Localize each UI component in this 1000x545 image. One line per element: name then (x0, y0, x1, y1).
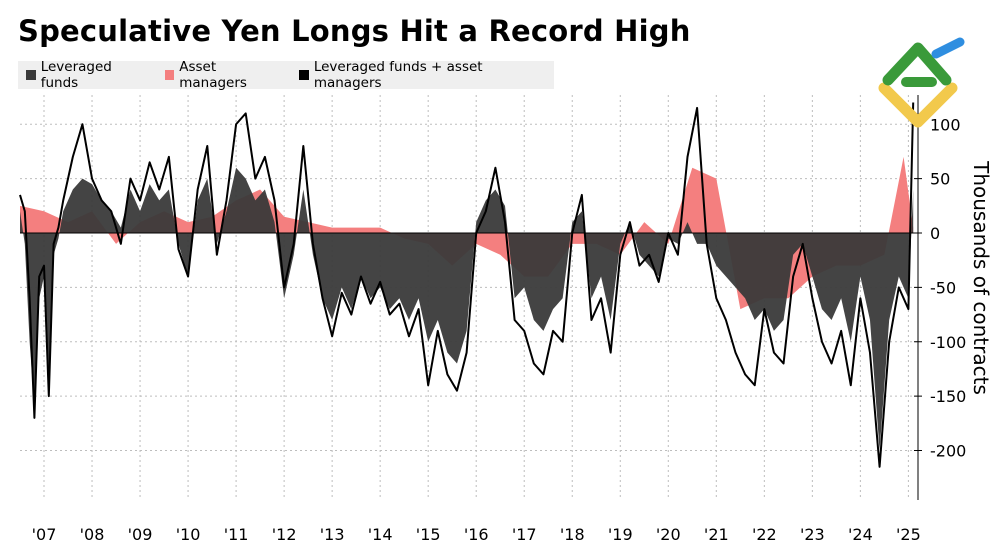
x-tick-label: '09 (128, 525, 153, 544)
legend-label-combined: Leveraged funds + asset managers (313, 59, 483, 91)
y-tick-label: 100 (930, 115, 961, 134)
y-tick-label: 50 (930, 170, 950, 189)
x-tick-label: '16 (464, 525, 489, 544)
x-tick-label: '13 (320, 525, 345, 544)
legend-item-combined: Leveraged funds + asset managers (299, 59, 548, 91)
series-area-leveraged-funds (20, 167, 914, 451)
x-tick-label: '10 (176, 525, 201, 544)
brand-logo-icon (878, 37, 965, 128)
legend-label-asset: Asset managers (179, 59, 247, 91)
y-tick-label: -100 (930, 333, 966, 352)
legend: Leveraged funds Asset managers Leveraged… (18, 59, 554, 91)
logo-yellow-chevron (878, 82, 958, 128)
y-tick-label: 0 (930, 224, 940, 243)
x-tick-label: '22 (752, 525, 777, 544)
x-tick-label: '19 (608, 525, 633, 544)
legend-swatch-leveraged (26, 70, 36, 80)
legend-swatch-asset (164, 70, 175, 80)
x-tick-label: '11 (224, 525, 249, 544)
x-tick-label: '23 (800, 525, 825, 544)
logo-green-chevron (882, 42, 952, 86)
y-tick-label: -200 (930, 442, 966, 461)
y-tick-label: -150 (930, 387, 966, 406)
x-tick-label: '14 (368, 525, 393, 544)
chart-title: Speculative Yen Longs Hit a Record High (18, 14, 691, 48)
x-tick-label: '07 (32, 525, 57, 544)
legend-label-leveraged: Leveraged funds (40, 59, 112, 91)
legend-swatch-combined (299, 70, 309, 80)
y-axis-label: Thousands of contracts (969, 160, 993, 395)
x-tick-label: '17 (512, 525, 537, 544)
legend-item-asset: Asset managers (164, 59, 286, 91)
x-tick-label: '24 (848, 525, 873, 544)
x-tick-label: '12 (272, 525, 297, 544)
legend-item-leveraged: Leveraged funds (26, 59, 151, 91)
y-tick-label: -50 (930, 278, 956, 297)
x-tick-label: '25 (896, 525, 921, 544)
x-tick-label: '15 (416, 525, 441, 544)
x-tick-label: '21 (704, 525, 729, 544)
logo-blue-stroke (931, 37, 965, 59)
x-tick-label: '08 (80, 525, 105, 544)
x-tick-label: '18 (560, 525, 585, 544)
series-line-combined (19, 102, 915, 468)
x-tick-label: '20 (656, 525, 681, 544)
